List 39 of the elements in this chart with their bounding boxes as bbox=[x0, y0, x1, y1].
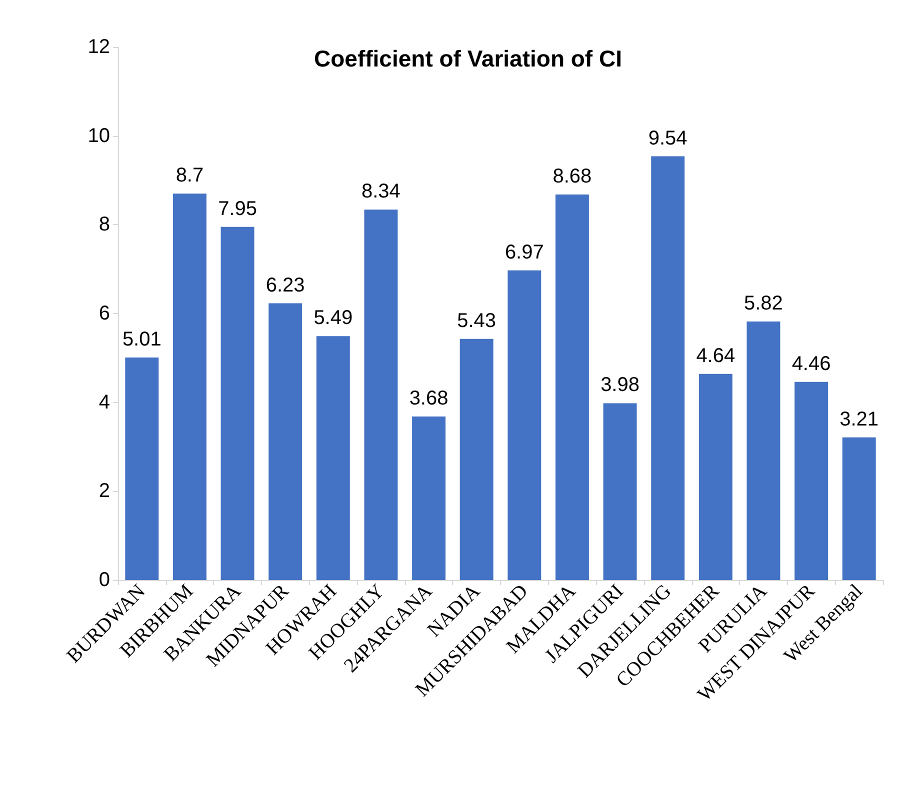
data-label: 6.97 bbox=[504, 241, 544, 264]
data-label: 6.23 bbox=[266, 274, 305, 296]
bar bbox=[220, 226, 254, 580]
bar bbox=[412, 416, 446, 580]
data-label: 3.68 bbox=[409, 388, 448, 410]
bar bbox=[364, 210, 398, 580]
data-label: 9.54 bbox=[648, 127, 688, 150]
data-label: 7.95 bbox=[218, 198, 257, 220]
data-label: 8.34 bbox=[362, 180, 400, 203]
data-label: 8.68 bbox=[552, 165, 592, 188]
bar bbox=[172, 194, 206, 580]
data-label: 4.64 bbox=[696, 344, 736, 367]
y-tick-label: 12 bbox=[88, 36, 110, 58]
y-tick-label: 8 bbox=[98, 214, 110, 236]
data-label: 8.7 bbox=[176, 164, 204, 187]
data-label: 3.98 bbox=[600, 374, 640, 396]
y-tick-label: 6 bbox=[98, 302, 110, 324]
bar bbox=[125, 357, 159, 580]
data-label: 5.49 bbox=[314, 307, 353, 330]
bar bbox=[268, 303, 302, 580]
bar bbox=[508, 270, 542, 580]
bar bbox=[460, 338, 494, 580]
bar bbox=[842, 437, 876, 580]
bar bbox=[603, 403, 637, 580]
data-label: 5.01 bbox=[122, 328, 162, 350]
bar bbox=[555, 194, 589, 580]
data-label: 5.82 bbox=[744, 292, 783, 314]
data-label: 4.46 bbox=[792, 352, 831, 375]
data-label: 3.21 bbox=[840, 408, 879, 430]
bar bbox=[698, 374, 732, 580]
data-label: 5.43 bbox=[457, 310, 496, 332]
bar bbox=[316, 336, 350, 580]
bar bbox=[794, 382, 828, 580]
bar bbox=[651, 156, 685, 580]
chart-title: Coefficient of Variation of CI bbox=[314, 46, 622, 72]
y-tick-label: 10 bbox=[88, 124, 110, 147]
y-tick-label: 4 bbox=[98, 391, 110, 414]
y-tick-label: 2 bbox=[98, 480, 110, 502]
bar bbox=[746, 321, 780, 580]
